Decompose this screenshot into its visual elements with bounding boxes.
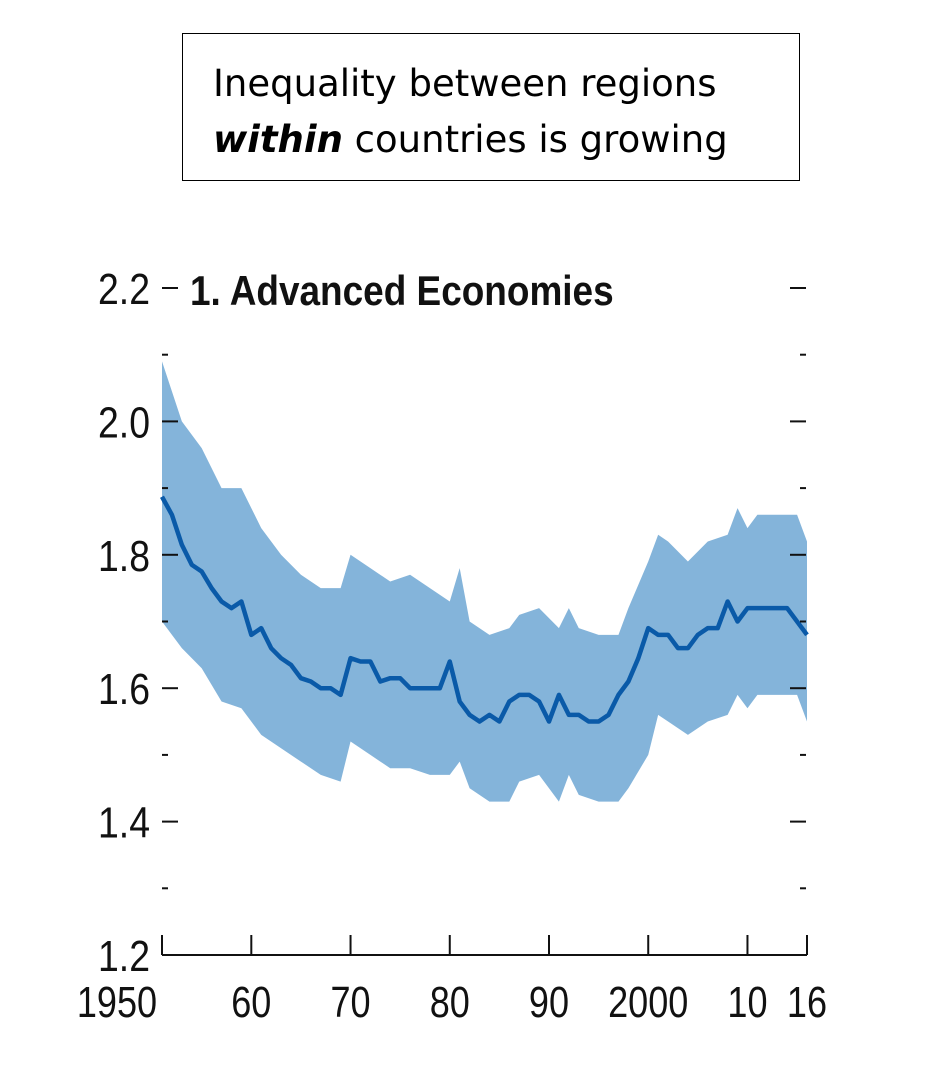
confidence-band bbox=[162, 361, 807, 802]
annotation-line-2: within countries is growing bbox=[213, 112, 799, 168]
annotation-line-1: Inequality between regions bbox=[213, 62, 717, 105]
annotation-box: Inequality between regions within countr… bbox=[182, 33, 800, 181]
y-tick-label: 1.2 bbox=[98, 931, 150, 981]
x-tick-label: 80 bbox=[430, 978, 470, 1027]
x-tick-label: 1950 bbox=[77, 978, 157, 1027]
median-line bbox=[160, 495, 809, 724]
x-tick-label: 2000 bbox=[608, 978, 688, 1027]
y-tick-label: 1.4 bbox=[98, 798, 150, 848]
axes: 1950 60 70 80 90 2000 10 16 1.2 1.4 1.6 1.8 2.0 2.2 bbox=[77, 264, 827, 1027]
x-tick-label: 10 bbox=[727, 978, 767, 1027]
y-tick-label: 2.0 bbox=[98, 398, 150, 448]
annotation-emphasis: within bbox=[213, 118, 343, 161]
x-tick-label: 90 bbox=[529, 978, 569, 1027]
x-tick-label: 16 bbox=[787, 978, 827, 1027]
annotation-line-2-rest: countries is growing bbox=[342, 118, 728, 161]
chart-title: 1. Advanced Economies bbox=[190, 268, 614, 315]
y-tick-label: 1.6 bbox=[98, 664, 150, 714]
x-tick-label: 60 bbox=[231, 978, 271, 1027]
y-tick-label: 1.8 bbox=[98, 531, 150, 581]
y-tick-label: 2.2 bbox=[98, 264, 150, 314]
x-tick-label: 70 bbox=[330, 978, 370, 1027]
